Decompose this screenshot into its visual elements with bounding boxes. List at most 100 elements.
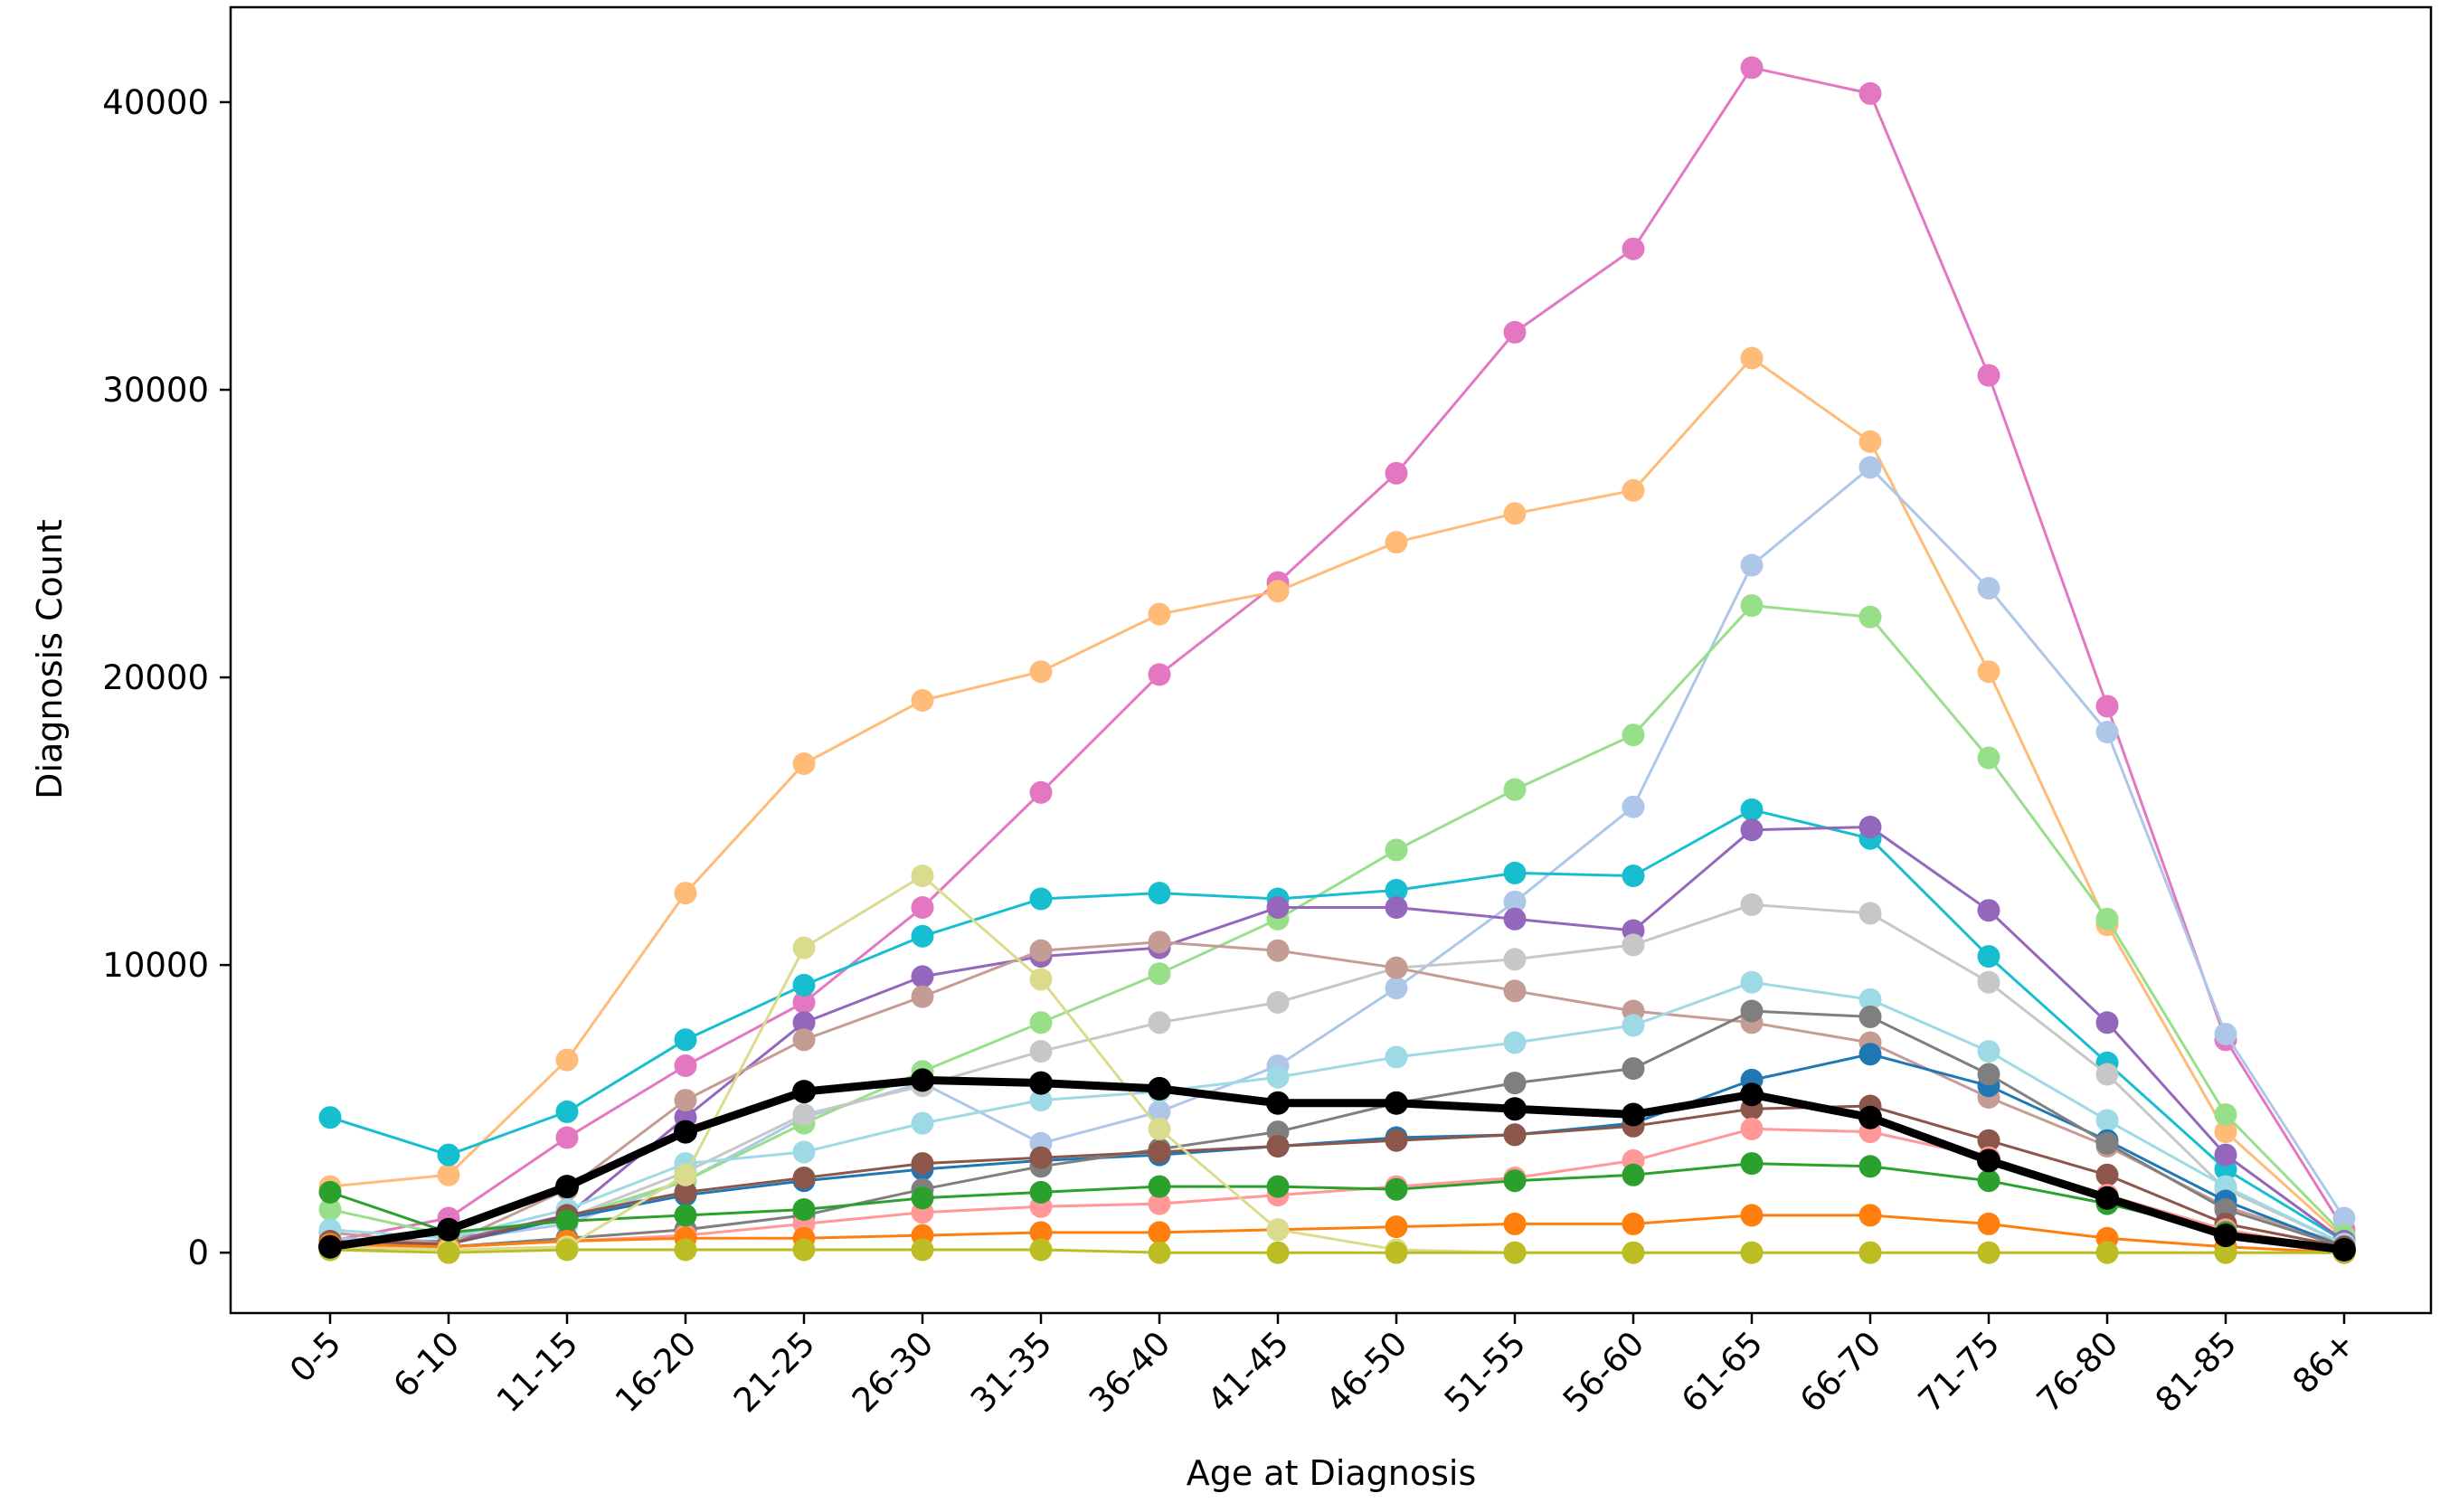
series-2-point-12	[1740, 553, 1764, 577]
x-axis-label: Age at Diagnosis	[1187, 1453, 1477, 1493]
series-line-6	[330, 902, 2345, 1246]
series-7-point-4	[792, 1028, 816, 1052]
series-12-point-12	[1740, 1117, 1764, 1140]
series-7-point-10	[1503, 979, 1527, 1003]
series-11-point-3	[674, 1180, 697, 1204]
series-13-point-5	[911, 1186, 934, 1210]
series-9-point-13	[1858, 1043, 1882, 1066]
x-tick-label-16: 81-85	[2148, 1324, 2244, 1420]
x-tick-label-3: 16-20	[608, 1324, 704, 1420]
series-8-point-5	[911, 1111, 934, 1135]
series-17-point-14	[1977, 1148, 2000, 1173]
series-14-point-11	[1622, 1212, 1645, 1235]
series-6-point-11	[1622, 933, 1645, 957]
series-10-point-15	[2095, 1131, 2119, 1155]
series-1-point-11	[1622, 478, 1645, 502]
series-5	[318, 816, 2356, 1256]
series-16-point-4	[792, 1238, 816, 1262]
series-16-point-5	[911, 1238, 934, 1262]
x-tick-label-6: 31-35	[963, 1324, 1059, 1420]
series-4-point-9	[1385, 878, 1408, 902]
series-12-point-7	[1148, 1192, 1171, 1215]
series-10	[318, 999, 2356, 1262]
series-1-point-13	[1858, 430, 1882, 453]
series-17-point-10	[1503, 1097, 1527, 1121]
series-15-point-5	[911, 865, 934, 887]
series-2	[318, 456, 2356, 1252]
series-0-point-10	[1503, 320, 1527, 344]
series-3-point-14	[1977, 746, 2000, 770]
series-15-point-7	[1148, 1117, 1171, 1140]
series-6-point-8	[1266, 991, 1290, 1014]
series-14-point-7	[1148, 1221, 1171, 1244]
series-16-point-13	[1858, 1241, 1882, 1264]
x-tick-label-13: 66-70	[1792, 1324, 1888, 1420]
y-tick-label-2: 20000	[102, 658, 209, 697]
series-10-point-10	[1503, 1072, 1527, 1095]
series-16-point-11	[1622, 1241, 1645, 1264]
series-line-7	[329, 940, 2345, 1246]
series-1-point-3	[674, 882, 697, 905]
plot-frame	[229, 5, 2433, 1315]
series-17-point-0	[318, 1234, 342, 1259]
series-5-point-10	[1503, 907, 1527, 931]
series-line-9	[329, 1053, 2345, 1249]
series-line-14	[329, 1214, 2345, 1254]
series-1-point-10	[1503, 502, 1527, 525]
series-1-point-1	[437, 1163, 460, 1186]
series-3-point-13	[1858, 605, 1882, 628]
series-7-point-8	[1266, 939, 1290, 962]
series-14-point-10	[1503, 1212, 1527, 1235]
series-9	[318, 1043, 2356, 1259]
x-tick-label-17: 86+	[2285, 1324, 2363, 1402]
series-13-point-8	[1266, 1175, 1290, 1198]
series-6-point-4	[792, 1103, 816, 1126]
series-line-0	[329, 66, 2346, 1243]
series-16-point-8	[1266, 1241, 1290, 1264]
series-line-5	[329, 826, 2345, 1246]
series-0-point-11	[1622, 237, 1645, 260]
x-tick-label-8: 41-45	[1200, 1324, 1296, 1420]
series-17-point-9	[1385, 1091, 1408, 1115]
series-line-1	[329, 356, 2346, 1240]
series-8-point-15	[2095, 1109, 2119, 1132]
x-tick-label-4: 21-25	[726, 1324, 822, 1420]
series-13-point-9	[1385, 1177, 1408, 1201]
series-1-point-16	[2214, 1120, 2237, 1144]
series-8-point-10	[1503, 1031, 1527, 1054]
series-line-13	[329, 1162, 2345, 1252]
series-15-point-6	[1029, 968, 1053, 991]
series-8-point-8	[1266, 1065, 1290, 1089]
series-13-point-7	[1148, 1175, 1171, 1198]
series-13-point-3	[674, 1204, 697, 1227]
series-17-point-1	[437, 1217, 460, 1242]
series-line-16	[329, 1248, 2344, 1254]
series-1-point-9	[1385, 531, 1408, 554]
series-0-point-13	[1858, 81, 1882, 105]
series-0-point-6	[1029, 780, 1053, 804]
series-3-point-15	[2095, 907, 2119, 931]
y-tick-label-1: 10000	[102, 946, 209, 985]
series-16-point-7	[1148, 1241, 1171, 1264]
series-6-point-13	[1858, 902, 1882, 925]
series-5-point-15	[2095, 1011, 2119, 1035]
series-0-point-2	[555, 1126, 579, 1149]
series-4-point-3	[674, 1028, 697, 1052]
series-13-point-13	[1858, 1155, 1882, 1178]
series-8-point-9	[1385, 1045, 1408, 1069]
series-16-point-2	[555, 1238, 579, 1262]
series-8-point-6	[1029, 1089, 1053, 1112]
series-16-point-15	[2095, 1241, 2119, 1264]
series-6-point-7	[1148, 1011, 1171, 1035]
series-3-point-12	[1740, 594, 1764, 618]
series-11-point-4	[792, 1167, 816, 1189]
series-3	[318, 594, 2356, 1247]
series-3-point-7	[1148, 962, 1171, 986]
series-2-point-11	[1622, 795, 1645, 818]
series-11-point-8	[1266, 1135, 1290, 1158]
series-17-point-8	[1266, 1091, 1290, 1115]
series-13-point-12	[1740, 1152, 1764, 1176]
y-tick-label-4: 40000	[102, 83, 209, 122]
